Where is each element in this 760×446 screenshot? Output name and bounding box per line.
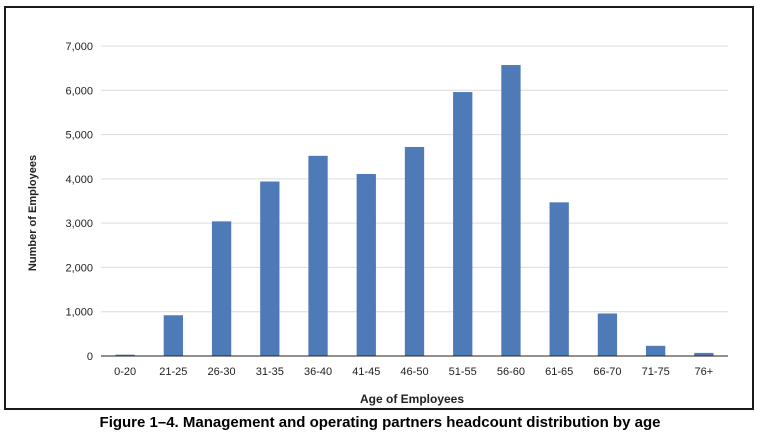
bar-0-20 <box>115 354 135 356</box>
y-tick-label: 5,000 <box>65 130 93 142</box>
bar-26-30 <box>211 221 232 356</box>
y-tick-label: 0 <box>87 351 93 363</box>
bar-chart: 0 1,000 2,000 3,000 4,000 5,000 6,000 7,000 0-2… <box>27 41 728 406</box>
bar-36-40 <box>308 155 328 356</box>
x-tick-label: 66-70 <box>593 366 621 378</box>
bar-71-75 <box>646 345 666 356</box>
x-tick-label: 21-25 <box>159 366 187 378</box>
x-axis-title: Age of Employees <box>360 392 464 406</box>
x-tick-label: 0-20 <box>114 366 136 378</box>
x-tick-label: 71-75 <box>642 366 670 378</box>
y-tick-label: 1,000 <box>65 307 93 319</box>
y-tick-label: 3,000 <box>65 218 93 230</box>
bar-66-70 <box>597 313 618 356</box>
x-tick-label: 46-50 <box>400 366 428 378</box>
bar-46-50 <box>404 146 425 356</box>
y-tick-label: 6,000 <box>65 85 93 97</box>
bar-51-55 <box>453 92 473 357</box>
y-axis-title: Number of Employees <box>27 155 39 271</box>
bars <box>115 65 714 357</box>
x-tick-label: 41-45 <box>352 366 380 378</box>
bar-21-25 <box>163 315 183 356</box>
x-tick-label: 61-65 <box>545 366 573 378</box>
bar-31-35 <box>260 181 280 356</box>
x-tick-label: 51-55 <box>449 366 477 378</box>
chart-frame: 0 1,000 2,000 3,000 4,000 5,000 6,000 7,000 0-2… <box>4 6 754 410</box>
x-tick-label: 26-30 <box>208 366 236 378</box>
y-tick-labels: 0 1,000 2,000 3,000 4,000 5,000 6,000 7,000 <box>65 41 93 363</box>
x-tick-labels: 0-20 21-25 26-30 31-35 36-40 41-45 46-50 51-55 5… <box>114 366 713 378</box>
x-tick-label: 56-60 <box>497 366 525 378</box>
bar-76+ <box>694 352 714 356</box>
y-tick-label: 7,000 <box>65 41 93 53</box>
x-tick-label: 31-35 <box>256 366 284 378</box>
bar-41-45 <box>356 173 376 356</box>
y-tick-label: 4,000 <box>65 174 93 186</box>
y-tick-label: 2,000 <box>65 262 93 274</box>
figure-caption: Figure 1–4. Management and operating par… <box>99 414 661 431</box>
bar-61-65 <box>549 202 569 356</box>
bar-56-60 <box>501 65 521 357</box>
x-tick-label: 76+ <box>695 366 714 378</box>
x-tick-label: 36-40 <box>304 366 332 378</box>
